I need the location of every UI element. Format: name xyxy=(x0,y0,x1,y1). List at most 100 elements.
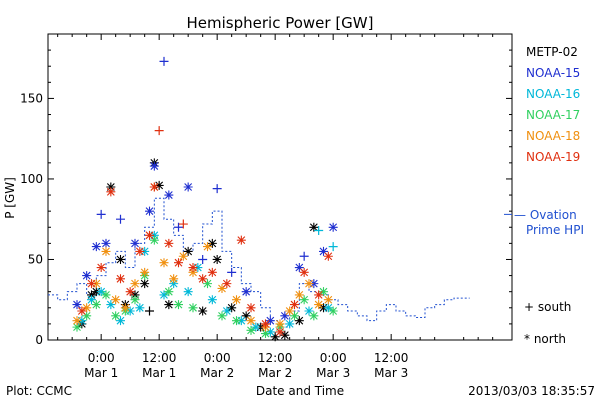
north-point xyxy=(280,311,290,321)
south-point xyxy=(145,306,154,316)
south-point xyxy=(174,222,183,232)
north-point xyxy=(188,263,198,273)
north-point xyxy=(294,263,304,273)
north-point xyxy=(91,242,101,252)
legend-entry: NOAA-19 xyxy=(526,150,580,164)
north-point xyxy=(319,246,328,256)
north-point xyxy=(261,329,270,339)
north-point xyxy=(174,300,183,310)
north-point xyxy=(183,246,193,256)
plot-timestamp: 2013/03/03 18:35:57 xyxy=(468,384,595,398)
north-point xyxy=(198,274,208,284)
south-point xyxy=(314,225,324,235)
north-point xyxy=(149,230,159,240)
north-point xyxy=(101,246,111,256)
legend: METP-02 NOAA-15 NOAA-16 NOAA-17 NOAA-18 NOAA-… xyxy=(504,45,584,346)
south-point xyxy=(198,254,208,264)
north-point xyxy=(87,290,96,300)
south-point xyxy=(96,209,106,219)
north-point xyxy=(125,306,135,316)
south-point xyxy=(116,214,125,224)
north-point xyxy=(207,238,217,248)
north-point xyxy=(290,311,299,321)
north-point xyxy=(106,182,116,192)
legend-north-marker: * north xyxy=(524,332,566,346)
north-point xyxy=(96,263,106,273)
north-point xyxy=(164,238,174,248)
north-point xyxy=(169,279,179,289)
north-point xyxy=(106,187,116,197)
south-point xyxy=(178,219,188,229)
north-point xyxy=(246,316,256,326)
y-axis-label: P [GW] xyxy=(3,177,17,219)
north-point xyxy=(275,319,285,329)
north-point xyxy=(174,258,183,268)
north-point xyxy=(82,303,92,313)
north-point xyxy=(203,279,212,289)
north-point xyxy=(290,300,299,310)
north-point xyxy=(135,303,145,313)
north-point xyxy=(149,235,159,245)
x-tick-date: Mar 3 xyxy=(374,366,408,380)
north-point xyxy=(87,279,96,289)
south-point xyxy=(299,251,309,261)
north-point xyxy=(111,311,121,321)
south-point xyxy=(227,267,237,277)
north-point xyxy=(203,242,212,252)
north-point xyxy=(251,322,261,332)
legend-south-marker: + south xyxy=(524,300,571,314)
north-point xyxy=(154,180,164,190)
north-point xyxy=(77,316,87,326)
north-point xyxy=(246,325,256,335)
north-point xyxy=(130,290,140,300)
north-point xyxy=(145,230,154,240)
north-point xyxy=(309,311,319,321)
north-point xyxy=(207,267,217,277)
legend-entry: NOAA-17 xyxy=(526,108,580,122)
north-point xyxy=(116,274,125,284)
south-point xyxy=(154,126,164,136)
chart-title: Hemispheric Power [GW] xyxy=(187,14,374,32)
north-point xyxy=(183,182,193,192)
north-point xyxy=(164,190,174,200)
north-point xyxy=(285,306,295,316)
north-point xyxy=(72,316,82,326)
north-point xyxy=(116,316,125,326)
north-point xyxy=(120,303,130,313)
north-point xyxy=(135,246,145,256)
x-tick-date: Mar 2 xyxy=(200,366,234,380)
legend-entry: NOAA-15 xyxy=(526,66,580,80)
plot-source-label: Plot: CCMC xyxy=(6,384,72,398)
x-tick-date: Mar 2 xyxy=(258,366,292,380)
legend-ovation-line1: — Ovation xyxy=(514,208,577,222)
north-point xyxy=(314,290,324,300)
north-point xyxy=(265,327,275,337)
north-point xyxy=(164,300,174,310)
legend-entry: NOAA-18 xyxy=(526,129,580,143)
north-point xyxy=(188,303,198,313)
north-point xyxy=(261,319,270,329)
north-point xyxy=(101,290,111,300)
north-point xyxy=(116,254,125,264)
north-point xyxy=(140,267,150,277)
north-point xyxy=(323,295,333,305)
north-point xyxy=(130,295,140,305)
north-point xyxy=(130,238,140,248)
north-point xyxy=(77,306,87,316)
y-tick-label: 150 xyxy=(20,91,43,105)
north-point xyxy=(222,279,232,289)
north-point xyxy=(91,287,101,297)
x-tick-time: 12:00 xyxy=(374,351,409,365)
north-point xyxy=(72,322,82,332)
x-tick-time: 12:00 xyxy=(258,351,293,365)
north-point xyxy=(145,206,154,216)
north-point xyxy=(207,295,217,305)
y-tick-label: 100 xyxy=(20,172,43,186)
north-point xyxy=(72,300,82,310)
x-axis-label: Date and Time xyxy=(256,384,344,398)
north-point xyxy=(222,306,232,316)
north-point xyxy=(270,332,280,342)
north-point xyxy=(275,327,285,337)
